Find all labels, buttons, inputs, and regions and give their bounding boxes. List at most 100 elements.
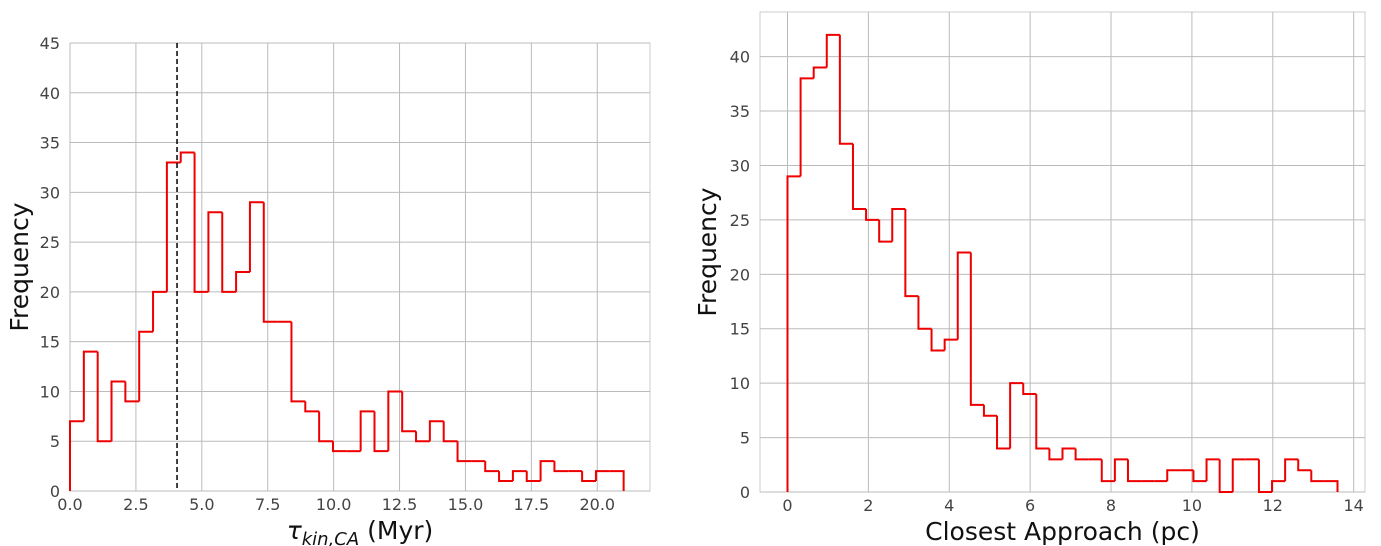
y-tick-label: 25 [40, 233, 60, 252]
histogram-bar [387, 390, 403, 452]
histogram-bar [1192, 470, 1207, 483]
y-axis-label: Frequency [5, 202, 34, 331]
histogram-bar [456, 441, 472, 463]
histogram-bar [581, 471, 596, 483]
histogram-bar [359, 410, 375, 452]
histogram-bar [1022, 383, 1037, 396]
histogram-bar [1218, 459, 1233, 493]
histogram-bar [825, 33, 840, 68]
x-tick-label: 15.0 [448, 495, 484, 514]
histogram-bar [498, 471, 513, 483]
y-axis-label: Frequency [693, 187, 722, 316]
histogram-bar [956, 251, 971, 340]
histogram-bar [1257, 459, 1273, 493]
histogram-bar [1009, 382, 1024, 449]
histogram-bar [193, 152, 209, 293]
y-tick-label: 25 [730, 211, 750, 230]
histogram-bar [1310, 470, 1325, 483]
histogram-bar [1166, 469, 1181, 482]
histogram-bar [331, 441, 347, 453]
y-tick-label: 40 [40, 84, 60, 103]
histogram-bar [1205, 458, 1220, 482]
histogram-bar [179, 151, 195, 163]
y-tick-label: 5 [740, 429, 750, 448]
histogram-bar [318, 411, 333, 443]
plot-frame [759, 11, 1366, 493]
histogram-bar [401, 391, 417, 433]
histogram-bar [235, 270, 250, 292]
histogram-bar [786, 175, 801, 492]
x-tick-label: 0.0 [57, 495, 82, 514]
y-tick-label: 30 [40, 183, 60, 202]
histogram-bar [865, 209, 880, 221]
y-tick-label: 15 [730, 320, 750, 339]
x-tick-label: 7.5 [255, 495, 280, 514]
x-axis-label-subscript: kin,CA [302, 529, 359, 546]
histogram-bar [262, 202, 278, 323]
histogram-bar [415, 431, 430, 443]
histogram-bar [442, 421, 458, 443]
histogram-bar [511, 470, 527, 482]
histogram-bar [1074, 448, 1089, 461]
histogram-bar [878, 219, 893, 243]
x-tick-label: 20.0 [579, 495, 615, 514]
y-tick-label: 30 [730, 156, 750, 175]
x-tick-label: 10.0 [316, 495, 352, 514]
histogram-bar [1297, 459, 1312, 472]
histogram-bar [609, 470, 625, 491]
x-axis-label-unit: (Myr) [359, 516, 433, 545]
histogram-bar [851, 143, 867, 211]
histogram-bar [904, 209, 919, 298]
x-axis-label: Closest Approach (pc) [925, 517, 1200, 546]
histogram-bar [138, 330, 154, 402]
y-tick-label: 0 [50, 482, 60, 501]
y-tick-label: 5 [50, 432, 60, 451]
histogram-bar [1284, 458, 1299, 482]
histogram-bar [943, 338, 958, 351]
x-axis-label: τkin,CA (Myr) [287, 516, 434, 546]
y-tick-label: 45 [40, 34, 60, 53]
histogram-bar [248, 201, 264, 272]
histogram-bar [1271, 480, 1286, 492]
histogram-bar [982, 404, 998, 417]
histogram-bar [917, 296, 932, 330]
histogram-bar [594, 470, 610, 482]
histogram-bar [221, 212, 237, 293]
x-tick-label: 2.5 [123, 495, 148, 514]
y-tick-label: 35 [40, 134, 60, 153]
x-tick-label: 14 [1343, 496, 1363, 515]
y-tick-label: 20 [730, 265, 750, 284]
histogram-bar [1113, 458, 1128, 482]
x-tick-label: 0 [782, 496, 792, 515]
histogram-bar [799, 77, 814, 177]
histogram-bar [304, 401, 320, 413]
histogram-bar [1231, 458, 1246, 492]
histogram-bar [82, 350, 98, 422]
histogram-bar [290, 321, 306, 403]
x-tick-label: 2 [863, 496, 873, 515]
y-tick-label: 10 [730, 374, 750, 393]
histogram-bar [891, 208, 906, 242]
histogram-bar [1035, 394, 1050, 450]
histogram-bar [1324, 480, 1339, 492]
histogram-bar [930, 328, 945, 352]
x-tick-label: 17.5 [514, 495, 550, 514]
histogram-bar [1100, 459, 1115, 483]
histogram-bar [838, 34, 853, 145]
y-tick-label: 0 [740, 483, 750, 502]
histogram-bar [1126, 459, 1142, 483]
histogram-bar [110, 380, 126, 442]
histogram-bar [1061, 447, 1076, 460]
histogram-bar [207, 211, 223, 292]
histogram-bar [96, 351, 112, 443]
histogram-bar [428, 420, 444, 442]
y-tick-label: 10 [40, 382, 60, 401]
histogram-bar [539, 460, 555, 482]
x-tick-label: 5.0 [189, 495, 214, 514]
x-axis-label-symbol: τ [287, 516, 303, 545]
y-tick-label: 20 [40, 283, 60, 302]
x-tick-label: 6 [1025, 496, 1035, 515]
histogram-bar [165, 161, 181, 292]
histogram-bar [152, 290, 167, 332]
